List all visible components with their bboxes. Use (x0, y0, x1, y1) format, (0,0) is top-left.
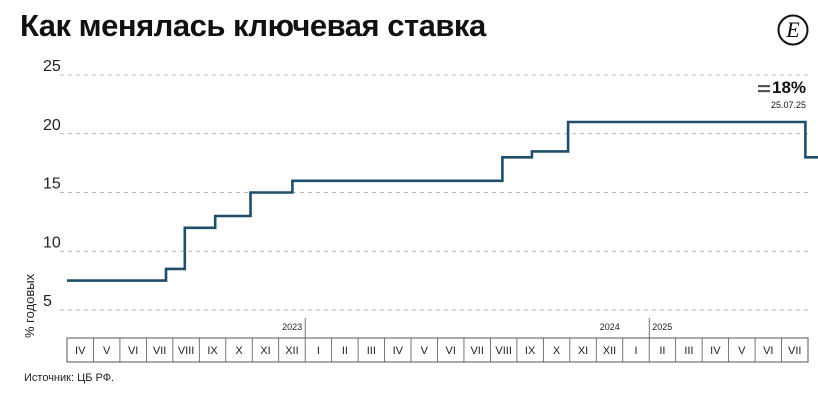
x-tick-label: XII (285, 345, 298, 357)
y-tick-label: 25 (43, 58, 61, 75)
y-tick-label: 20 (43, 117, 61, 134)
x-tick-label: VIII (178, 345, 195, 357)
equals-icon-top (758, 85, 770, 88)
year-label: 2025 (652, 322, 672, 332)
x-tick-label: II (659, 345, 665, 357)
x-tick-label: IV (393, 345, 404, 357)
x-tick-label: III (367, 345, 376, 357)
y-tick-label: 5 (43, 293, 52, 310)
svg-text:Е: Е (785, 17, 800, 42)
x-tick-label: XI (578, 345, 588, 357)
x-tick-label: V (738, 345, 746, 357)
x-tick-label: VII (153, 345, 166, 357)
x-tick-label: III (684, 345, 693, 357)
y-axis-ticks: 5 10 15 20 25 (43, 58, 61, 310)
x-tick-label: XII (603, 345, 616, 357)
x-tick-label: I (634, 345, 637, 357)
x-tick-label: IX (525, 345, 536, 357)
x-tick-label: XI (260, 345, 270, 357)
x-tick-label: VI (128, 345, 138, 357)
equals-icon-bottom (758, 90, 770, 93)
grid-lines (60, 74, 808, 311)
year-label: 2024 (600, 322, 620, 332)
year-label: 2023 (282, 322, 302, 332)
logo-icon: Е (777, 14, 809, 46)
x-tick-label: X (553, 345, 561, 357)
x-tick-label: IX (207, 345, 218, 357)
current-rate-date: 25.07.25 (771, 100, 806, 110)
x-tick-label: V (103, 345, 111, 357)
chart-title: Как менялась ключевая ставка (20, 8, 486, 43)
x-tick-label: VIII (495, 345, 512, 357)
x-tick-label: IV (75, 345, 86, 357)
y-tick-label: 10 (43, 234, 61, 251)
x-tick-label: V (421, 345, 429, 357)
y-axis-label: % годовых (22, 273, 37, 338)
key-rate-line (67, 120, 818, 282)
x-tick-label: II (342, 345, 348, 357)
x-tick-label: VII (470, 345, 483, 357)
series-key-rate (67, 120, 818, 282)
x-tick-label: VII (788, 345, 801, 357)
current-rate-value: 18% (772, 78, 806, 97)
current-rate-annotation: 18% 25.07.25 (758, 78, 806, 110)
x-tick-label: X (235, 345, 243, 357)
source-note: Источник: ЦБ РФ. (24, 372, 115, 384)
x-axis: IV V VI VII VIII IX X XI XII I II III IV V VI VII VIII IX… (66, 318, 809, 363)
y-tick-label: 15 (43, 176, 61, 193)
x-tick-label: I (317, 345, 320, 357)
x-tick-label: VI (763, 345, 773, 357)
x-tick-label: VI (446, 345, 456, 357)
x-tick-label: IV (710, 345, 721, 357)
